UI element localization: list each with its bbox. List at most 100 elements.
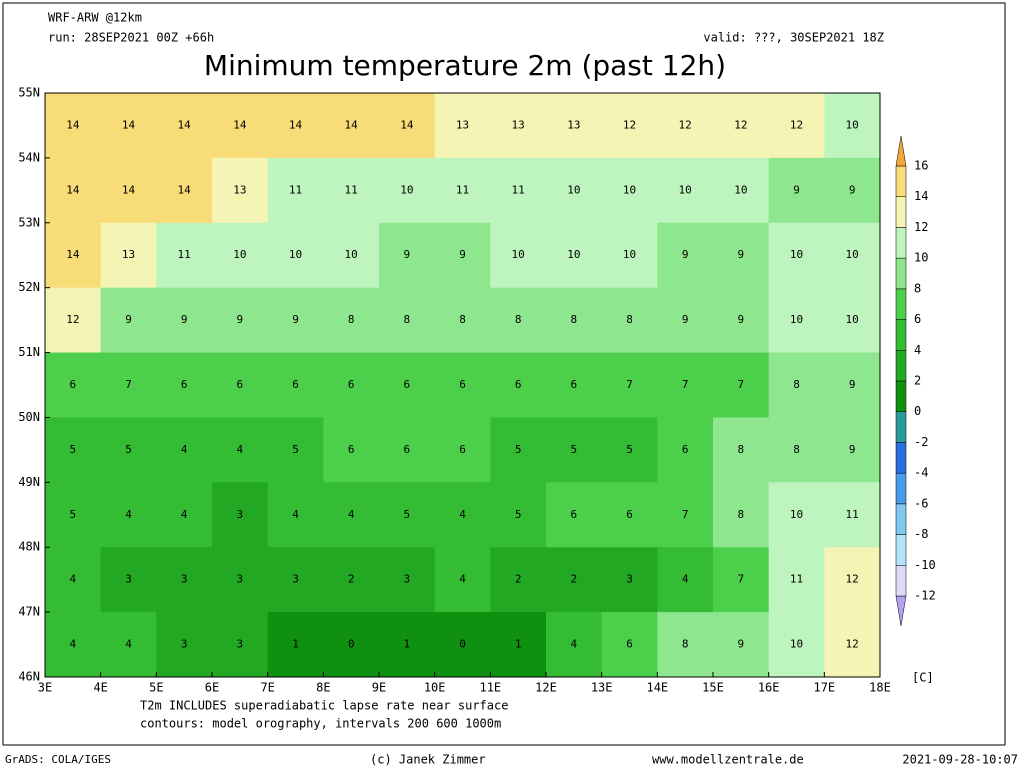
cell-value: 8 (459, 313, 466, 326)
temp-cell (212, 157, 269, 224)
cell-value: 0 (459, 638, 466, 651)
cell-value: 3 (237, 638, 244, 651)
colorbar-segment (895, 196, 907, 228)
cell-value: 12 (623, 118, 636, 131)
temp-cell (657, 417, 714, 483)
temp-cell (100, 222, 157, 289)
cell-value: 8 (738, 508, 745, 521)
temp-cell (768, 93, 825, 159)
cell-value: 3 (626, 573, 633, 586)
temp-cell (601, 93, 658, 159)
cell-value: 4 (459, 508, 466, 521)
temp-cell (156, 93, 213, 159)
cell-value: 9 (682, 313, 689, 326)
temp-cell (768, 612, 825, 678)
cell-value: 6 (626, 638, 633, 651)
colorbar-segment (895, 288, 907, 320)
cell-value: 8 (793, 443, 800, 456)
temp-cell (546, 222, 603, 289)
cell-value: 11 (456, 183, 469, 196)
temp-cell (45, 417, 102, 483)
cell-value: 13 (233, 183, 246, 196)
temp-cell (156, 612, 213, 678)
cell-value: 14 (122, 183, 136, 196)
temp-cell (323, 612, 380, 678)
temp-cell (323, 157, 380, 224)
temp-cell (601, 287, 658, 354)
cell-value: 6 (292, 378, 299, 391)
cell-value: 7 (682, 378, 689, 391)
cell-value: 4 (682, 573, 689, 586)
cell-value: 3 (125, 573, 132, 586)
temp-cell (434, 93, 491, 159)
temp-cell (657, 612, 714, 678)
cell-value: 4 (70, 573, 77, 586)
temp-cell (267, 547, 324, 613)
temp-cell (768, 417, 825, 483)
cell-value: 6 (571, 508, 578, 521)
cell-value: 10 (400, 183, 413, 196)
note: T2m INCLUDES superadiabatic lapse rate n… (140, 699, 508, 713)
cell-value: 6 (404, 378, 411, 391)
lat-label: 54N (18, 150, 40, 164)
temp-cell (100, 482, 157, 548)
cell-value: 10 (567, 248, 580, 261)
temp-cell (546, 612, 603, 678)
temp-cell (212, 417, 269, 483)
temp-cell (546, 287, 603, 354)
cell-value: 14 (345, 118, 359, 131)
cell-value: 14 (233, 118, 247, 131)
temp-cell (824, 157, 881, 224)
temp-cell (267, 482, 324, 548)
lon-label: 17E (813, 681, 835, 695)
colorbar-segment (895, 565, 907, 597)
cell-value: 3 (404, 573, 411, 586)
lat-label: 49N (18, 475, 40, 489)
cell-value: 7 (738, 573, 745, 586)
cell-value: 8 (404, 313, 411, 326)
lon-label: 6E (205, 681, 219, 695)
cell-value: 14 (178, 118, 192, 131)
cell-value: 5 (571, 443, 578, 456)
lon-label: 13E (591, 681, 613, 695)
lon-label: 18E (869, 681, 891, 695)
temp-cell (212, 612, 269, 678)
temp-cell (546, 157, 603, 224)
cell-value: 9 (849, 183, 856, 196)
colorbar-label: 10 (914, 251, 928, 265)
temp-cell (434, 482, 491, 548)
temp-cell (546, 417, 603, 483)
temp-cell (768, 222, 825, 289)
cell-value: 4 (237, 443, 244, 456)
temp-cell (713, 222, 770, 289)
lat-label: 51N (18, 345, 40, 359)
cell-value: 11 (178, 248, 191, 261)
temp-cell (546, 352, 603, 418)
map-border (44, 92, 881, 678)
temp-cell (768, 287, 825, 354)
temp-cell (156, 482, 213, 548)
lat-label: 46N (18, 670, 40, 684)
cell-value: 12 (846, 573, 859, 586)
cell-value: 6 (459, 443, 466, 456)
temp-cell (657, 287, 714, 354)
temp-cell (824, 222, 881, 289)
lat-label: 48N (18, 540, 40, 554)
temp-cell (657, 482, 714, 548)
cell-value: 9 (849, 443, 856, 456)
lon-label: 10E (424, 681, 446, 695)
cell-value: 10 (512, 248, 525, 261)
temp-cell (156, 222, 213, 289)
temp-cell (434, 612, 491, 678)
cell-value: 4 (348, 508, 355, 521)
colorbar-label: 2 (914, 374, 921, 388)
temp-cell (267, 417, 324, 483)
temp-cell (713, 352, 770, 418)
cell-value: 7 (738, 378, 745, 391)
model: WRF-ARW @12km (48, 11, 142, 25)
cell-value: 7 (125, 378, 132, 391)
cell-value: 8 (515, 313, 522, 326)
colorbar-label: -2 (914, 435, 928, 449)
cell-value: 10 (567, 183, 580, 196)
